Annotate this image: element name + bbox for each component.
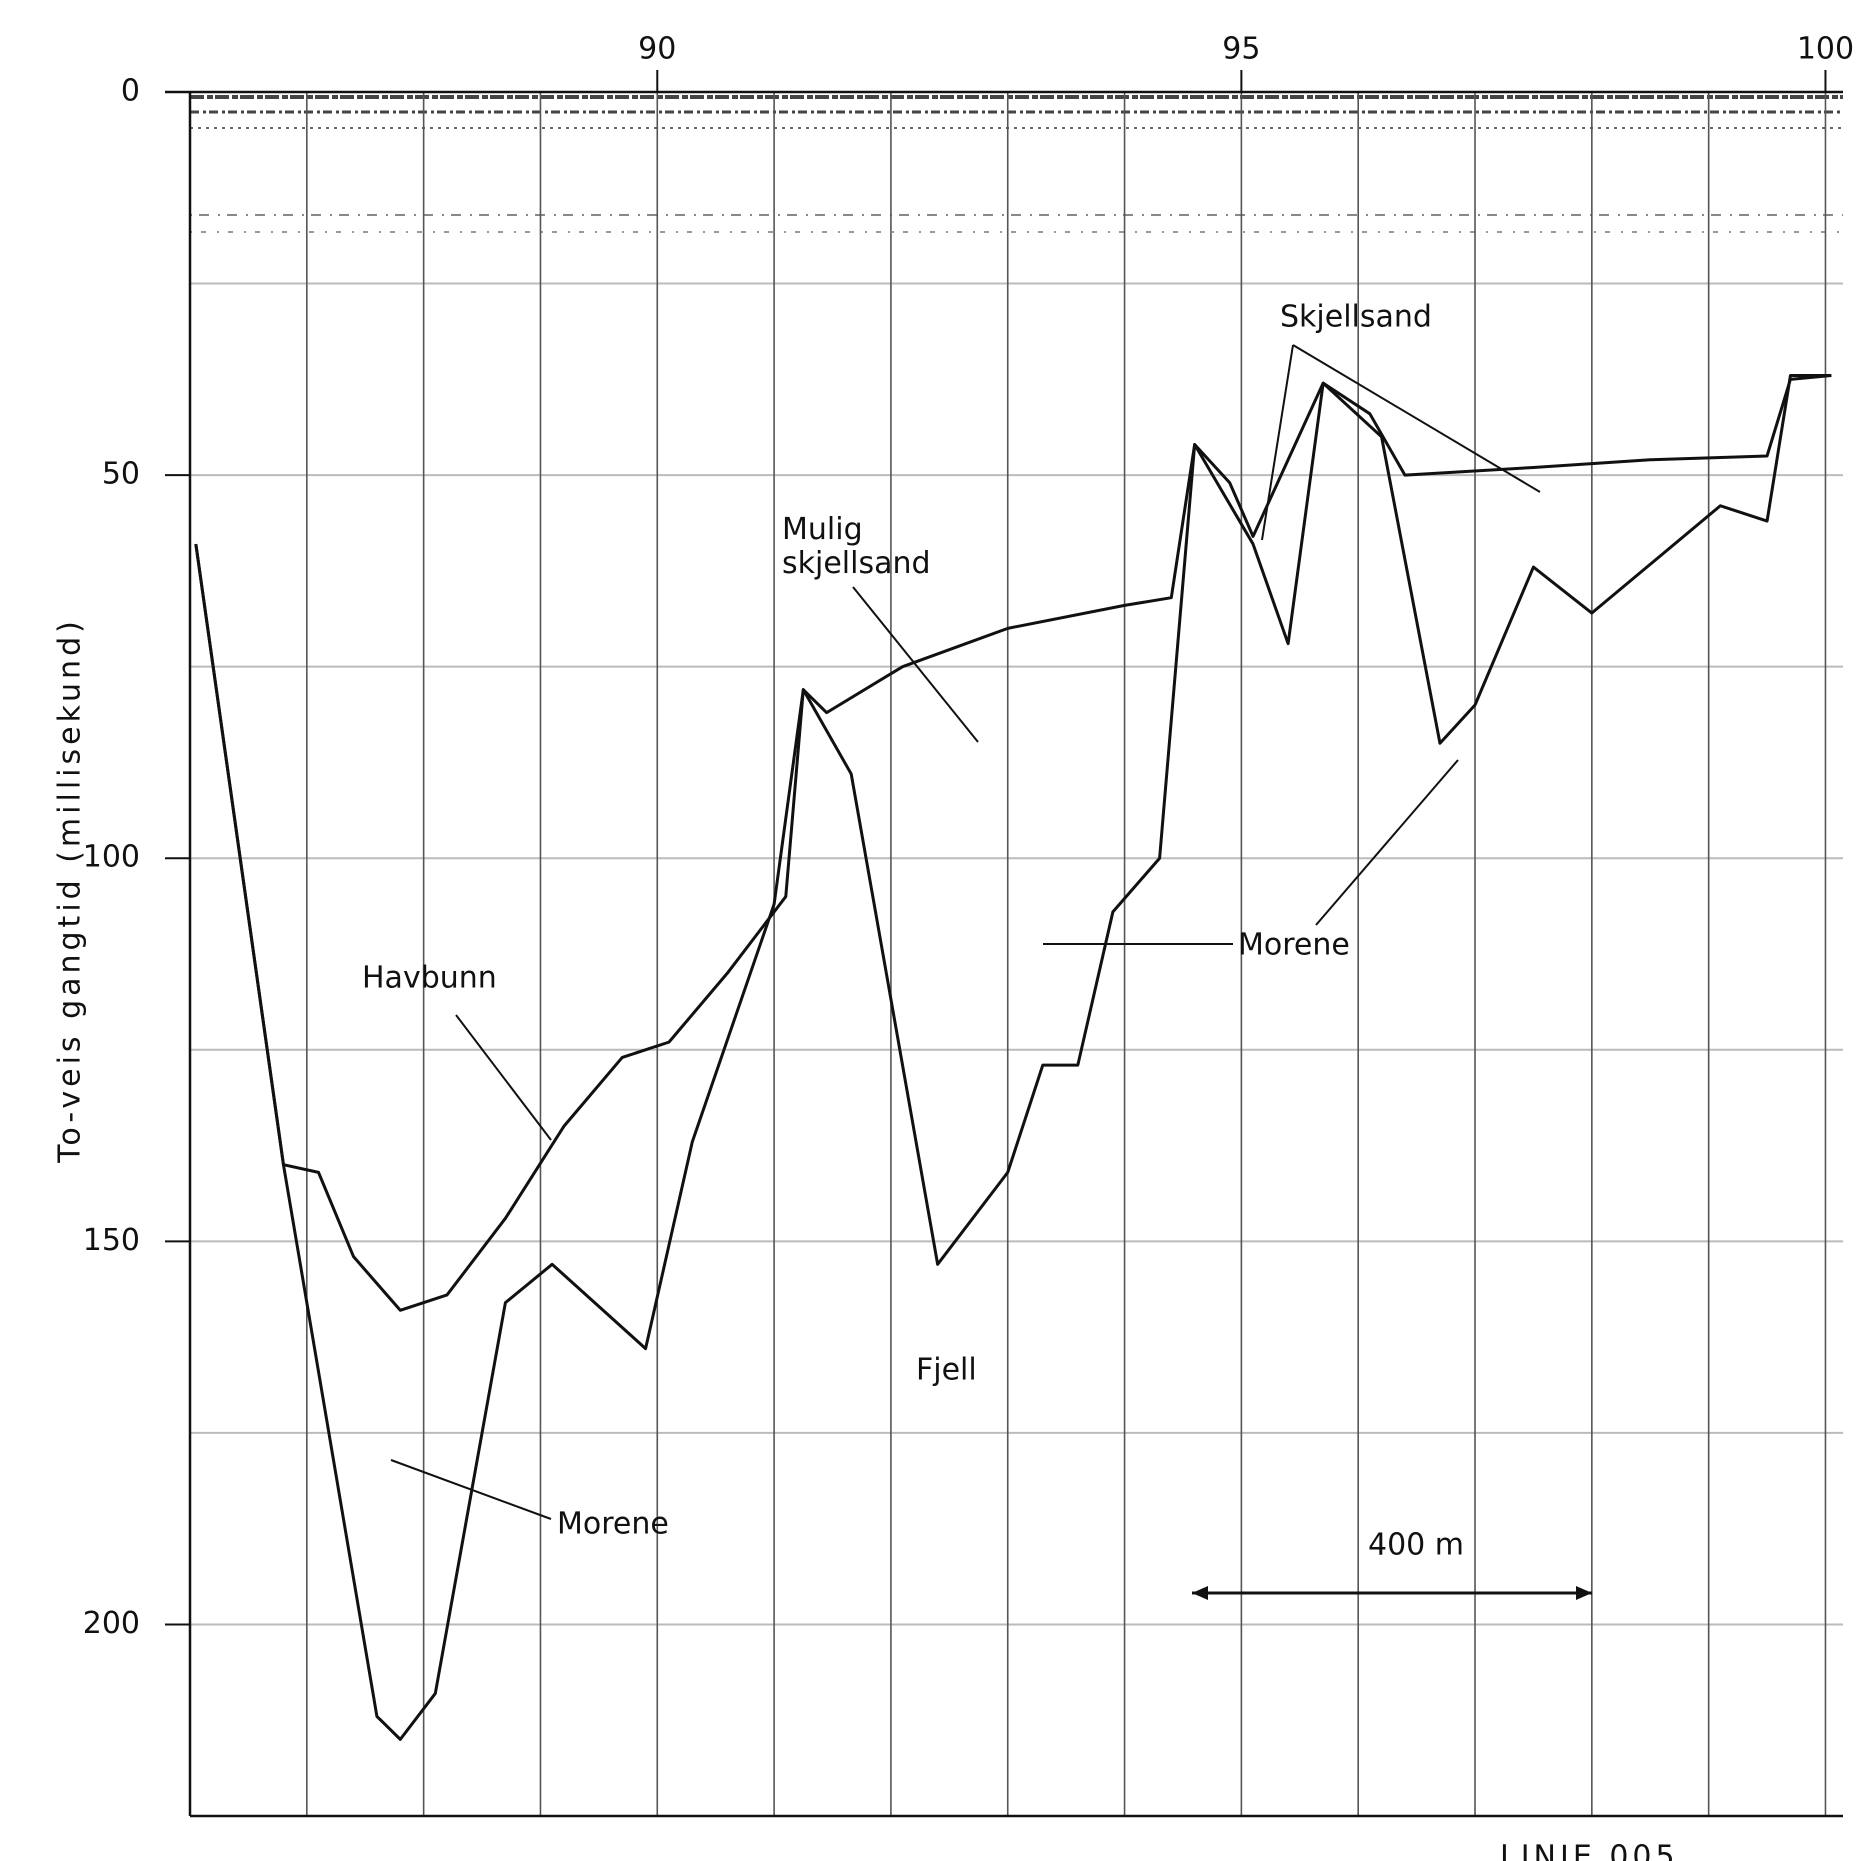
leader-line bbox=[1292, 344, 1541, 493]
leader-line bbox=[390, 1459, 552, 1520]
arrow-head bbox=[1576, 1586, 1592, 1600]
y-tick-label: 0 bbox=[121, 74, 140, 109]
leader-line bbox=[455, 1014, 552, 1141]
reflector-line bbox=[194, 374, 1832, 1741]
y-tick-label: 100 bbox=[83, 840, 140, 875]
leader-line bbox=[1315, 759, 1459, 926]
annotation-line: Mulig bbox=[782, 512, 863, 547]
annotation: Mulig skjellsand bbox=[782, 512, 931, 581]
y-axis-label: To-veis gangtid (millisekund) bbox=[53, 617, 88, 1164]
leader-line bbox=[1261, 344, 1294, 541]
y-tick-label: 150 bbox=[83, 1223, 140, 1258]
annotation: Fjell bbox=[916, 1353, 977, 1388]
surface-noise bbox=[190, 95, 1843, 233]
x-tick-label: 90 bbox=[638, 32, 676, 67]
leader-line bbox=[852, 586, 979, 743]
annotation: Morene bbox=[1238, 928, 1350, 963]
y-tick-label: 50 bbox=[102, 457, 140, 492]
reflector-line bbox=[194, 374, 1832, 1312]
annotation: LINJE 005 bbox=[1500, 1840, 1679, 1861]
x-tick-label: 100 bbox=[1797, 32, 1854, 67]
annotation-line: skjellsand bbox=[782, 546, 931, 581]
arrow-head bbox=[1192, 1586, 1208, 1600]
x-tick-label: 95 bbox=[1222, 32, 1260, 67]
annotation: Skjellsand bbox=[1280, 300, 1432, 335]
y-tick-label: 200 bbox=[83, 1606, 140, 1641]
annotation: 400 m bbox=[1368, 1528, 1464, 1563]
annotation: Morene bbox=[557, 1507, 669, 1542]
annotation: Havbunn bbox=[362, 961, 497, 996]
